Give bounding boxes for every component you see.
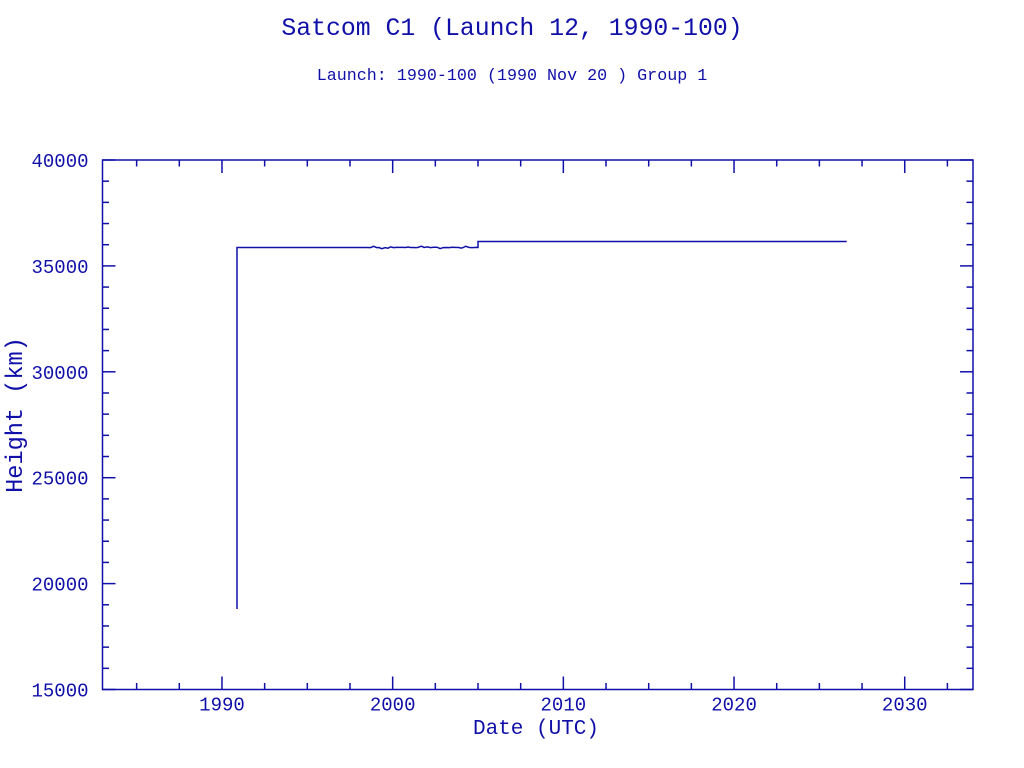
svg-text:2000: 2000 [370, 695, 416, 717]
svg-text:20000: 20000 [31, 575, 88, 597]
svg-text:15000: 15000 [31, 681, 88, 703]
svg-text:40000: 40000 [31, 151, 88, 173]
svg-text:2010: 2010 [541, 695, 587, 717]
svg-text:1990: 1990 [199, 695, 245, 717]
svg-text:2030: 2030 [882, 695, 928, 717]
svg-text:Height (km): Height (km) [3, 337, 30, 493]
svg-text:2020: 2020 [711, 695, 757, 717]
svg-text:30000: 30000 [31, 363, 88, 385]
svg-text:35000: 35000 [31, 257, 88, 279]
svg-text:Date (UTC): Date (UTC) [473, 718, 599, 741]
svg-text:25000: 25000 [31, 469, 88, 491]
svg-text:Launch: 1990-100 (1990 Nov 20: Launch: 1990-100 (1990 Nov 20 ) Group 1 [317, 67, 708, 86]
svg-text:Satcom C1 (Launch 12, 1990-100: Satcom C1 (Launch 12, 1990-100) [281, 15, 742, 43]
